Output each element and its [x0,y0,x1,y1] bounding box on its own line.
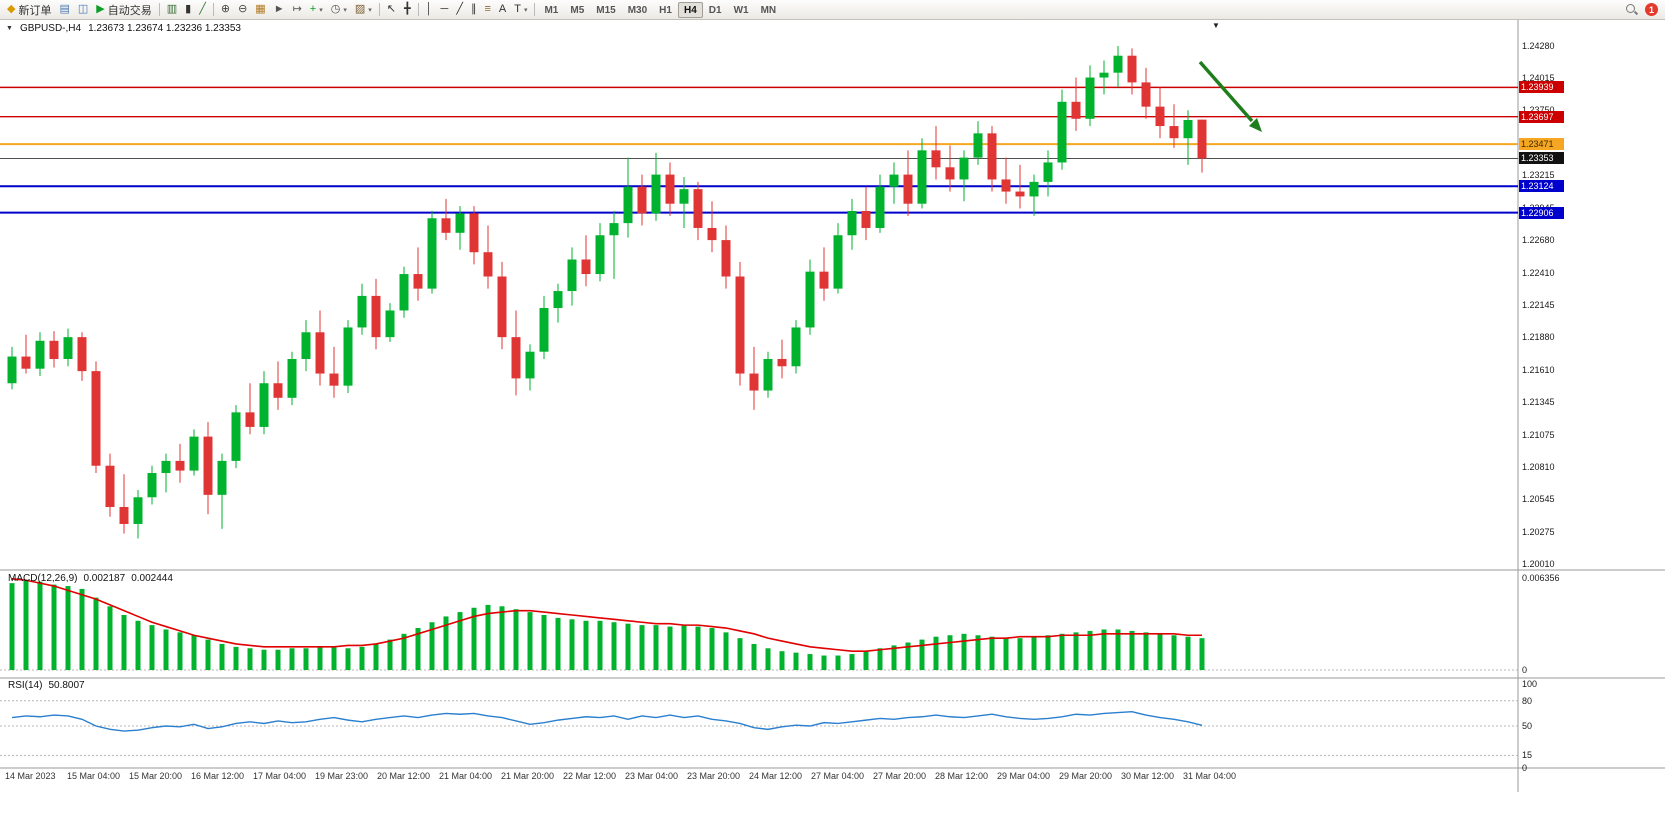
channel-button[interactable]: ∥ [467,1,481,19]
timeframe-M5[interactable]: M5 [570,4,585,16]
indicators-icon: + [309,3,317,15]
crosshair-button[interactable]: ╋ [400,1,415,19]
auto-scroll-icon: ► [273,3,285,15]
auto-scroll-button[interactable]: ► [270,1,289,19]
chart-shift-button[interactable]: ↦ [289,1,306,19]
symbol-period-label: GBPUSD-,H4 [19,23,82,34]
bar-chart-icon: ▥ [166,3,178,15]
horizontal-line-button[interactable]: ─ [437,1,453,19]
chart-shift-marker-icon[interactable]: ▼ [1212,21,1220,30]
new-order-button[interactable]: ◆ 新订单 [3,1,55,19]
vertical-line-button[interactable]: │ [422,1,437,19]
arrows-button[interactable]: T ▾ [510,1,531,19]
timeframe-W1[interactable]: W1 [733,4,749,16]
timeframe-MN[interactable]: MN [760,4,777,16]
rsi-label: RSI(14) 50.8007 [8,680,85,691]
zoom-out-icon: ⊖ [238,3,248,15]
timeframe-M15[interactable]: M15 [596,4,616,16]
zoom-in-button[interactable]: ⊕ [217,1,234,19]
collapse-triangle-icon[interactable]: ▼ [6,25,13,32]
cursor-icon: ↖ [386,3,397,15]
notification-badge[interactable]: 1 [1645,3,1658,16]
macd-name: MACD(12,26,9) [8,573,78,584]
trendline-button[interactable]: ╱ [452,1,467,19]
rsi-value: 50.8007 [48,680,85,691]
chart-title: ▼ GBPUSD-,H4 1.23673 1.23674 1.23236 1.2… [6,23,241,34]
candlesticks [7,46,1207,539]
crosshair-icon: ╋ [404,3,411,15]
bar-chart-button[interactable]: ▥ [163,1,181,19]
print-icon: ▤ [59,3,70,15]
new-order-button-label: 新订单 [18,4,52,17]
chart-shift-icon: ↦ [292,3,302,15]
toolbar-separator [417,3,419,16]
autotrading-button[interactable]: ▶ 自动交易 [92,1,155,19]
print-preview-button[interactable]: ◫ [74,1,92,19]
timeframe-D1[interactable]: D1 [708,4,722,16]
rsi-line [11,711,1203,732]
macd-signal-value: 0.002444 [131,573,173,584]
chevron-down-icon: ▾ [319,6,323,14]
timeframe-H4[interactable]: H4 [677,1,703,18]
new-order-icon: ◆ [7,3,16,15]
autotrading-button-label: 自动交易 [107,4,152,17]
periods-button[interactable]: ◷ ▾ [327,1,351,19]
timeframe-M1[interactable]: M1 [544,4,559,16]
indicators-button[interactable]: + ▾ [306,1,327,19]
fibonacci-button[interactable]: ≡ [480,1,494,19]
print-button[interactable]: ▤ [55,1,73,19]
arrows-icon: T [514,3,521,15]
chevron-down-icon: ▾ [368,6,372,14]
fibonacci-icon: ≡ [484,3,491,15]
line-chart-icon: ╱ [199,3,206,15]
search-icon[interactable] [1625,3,1638,16]
tile-windows-button[interactable]: ▦ [251,1,269,19]
zoom-in-icon: ⊕ [220,3,231,15]
rsi-name: RSI(14) [8,680,43,691]
macd-main-value: 0.002187 [83,573,126,584]
chevron-down-icon: ▾ [343,6,347,14]
text-icon: A [498,3,507,15]
horizontal-line-icon: ─ [440,3,449,15]
macd-label: MACD(12,26,9) 0.002187 0.002444 [8,573,173,584]
templates-button[interactable]: ▨ ▾ [351,1,376,19]
print-preview-icon: ◫ [77,3,89,15]
vertical-line-icon: │ [425,3,433,15]
autotrading-icon: ▶ [96,3,105,15]
timeframe-H1[interactable]: H1 [659,4,672,16]
trend-arrow-annotation[interactable] [1198,60,1254,123]
ohlc-values: 1.23673 1.23674 1.23236 1.23353 [88,23,241,34]
templates-icon: ▨ [354,3,366,15]
chevron-down-icon: ▾ [523,6,528,14]
trend-arrow-head [1249,118,1262,132]
main-toolbar: ◆ 新订单 ▤ ◫ ▶ 自动交易 ▥ ▮ ╱ ⊕ ⊖ ▦ ► ↦ + ▾ ◷ ▾ ▨ ▾ ↖ ╋ │ ─ ╱ ∥ ≡ A T ▾ M1 M5… [0,0,1665,20]
candlestick-chart-button[interactable]: ▮ [181,1,195,19]
periods-icon: ◷ [330,3,341,15]
line-chart-button[interactable]: ╱ [195,1,210,19]
zoom-out-button[interactable]: ⊖ [234,1,251,19]
toolbar-separator [212,3,214,16]
macd-signal-line [11,578,1202,652]
toolbar-separator [378,3,380,16]
toolbar-separator [534,3,536,16]
cursor-button[interactable]: ↖ [383,1,400,19]
toolbar-button-group: ◆ 新订单 ▤ ◫ ▶ 自动交易 ▥ ▮ ╱ ⊕ ⊖ ▦ ► ↦ + ▾ ◷ ▾ ▨ ▾ ↖ ╋ │ ─ ╱ ∥ ≡ A T ▾ [3,1,538,19]
channel-icon: ∥ [470,3,477,15]
timeframe-M30[interactable]: M30 [627,4,648,16]
timeframe-toolbar: M1 M5 M15 M30 H1 H4 D1 W1 MN [538,1,782,18]
toolbar-right: 1 [1625,3,1662,16]
candlestick-chart-icon: ▮ [185,3,192,15]
toolbar-separator [158,3,160,16]
macd-histogram [9,580,1205,670]
trendline-icon: ╱ [456,3,463,15]
tile-windows-icon: ▦ [255,3,266,15]
text-button[interactable]: A [495,1,510,19]
